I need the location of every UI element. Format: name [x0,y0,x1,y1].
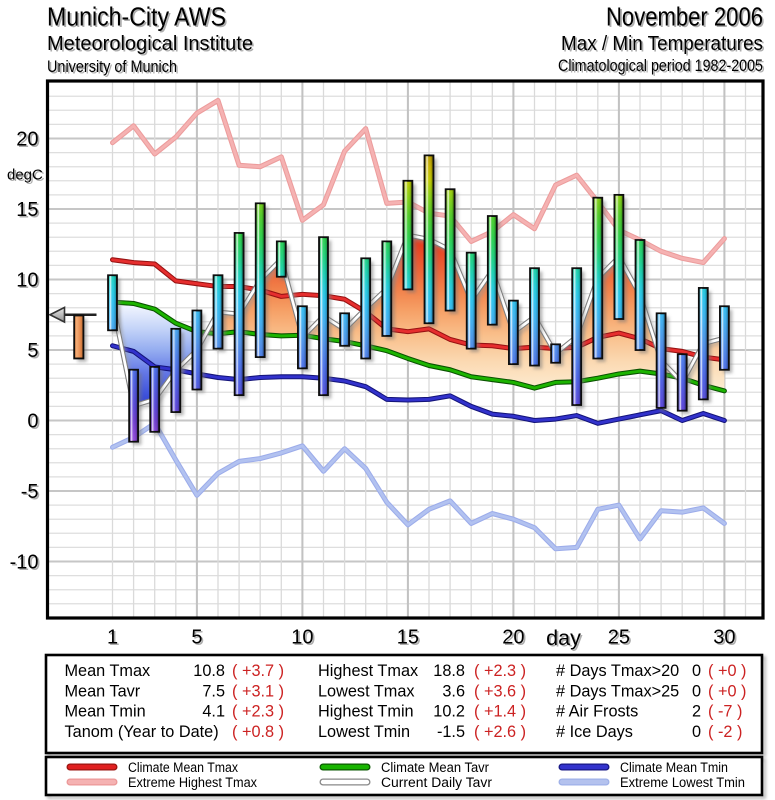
svg-text:( +2.3 ): ( +2.3 ) [474,662,526,680]
svg-text:-5: -5 [21,481,39,503]
svg-text:-10: -10 [10,552,39,574]
svg-text:# Ice Days: # Ice Days [556,723,633,741]
svg-text:3.6: 3.6 [442,682,465,700]
svg-text:Climate Mean Tavr: Climate Mean Tavr [381,760,489,775]
svg-text:Mean Tavr: Mean Tavr [65,682,141,700]
svg-text:10: 10 [18,271,40,293]
svg-text:November 2006: November 2006 [608,5,765,33]
svg-text:# Air Frosts: # Air Frosts [556,703,638,721]
svg-text:Lowest Tmin: Lowest Tmin [318,723,410,741]
svg-text:Highest Tmax: Highest Tmax [318,662,418,680]
svg-text:15: 15 [18,201,40,223]
svg-text:10: 10 [293,628,315,650]
svg-text:-5: -5 [22,483,40,505]
svg-text:Munich-City AWS: Munich-City AWS [47,4,226,32]
svg-text:November 2006: November 2006 [606,4,763,32]
svg-text:# Days Tmax>25: # Days Tmax>25 [556,682,679,700]
svg-text:Meteorological Institute: Meteorological Institute [49,34,255,57]
svg-text:Munich-City AWS: Munich-City AWS [49,5,228,33]
svg-text:0: 0 [29,412,40,434]
svg-text:degC: degC [9,168,45,185]
svg-text:2: 2 [692,703,701,721]
svg-text:25: 25 [609,628,631,650]
svg-text:25: 25 [608,627,630,649]
svg-text:Highest Tmin: Highest Tmin [318,703,414,721]
svg-text:5: 5 [191,627,202,649]
svg-text:Climate Mean Tmax: Climate Mean Tmax [128,760,238,775]
svg-text:Max / Min Temperatures: Max / Min Temperatures [563,34,765,57]
svg-text:day: day [546,626,581,650]
svg-text:0: 0 [692,723,701,741]
svg-text:Climatological period 1982-200: Climatological period 1982-2005 [558,57,763,75]
svg-text:Extreme Lowest Tmin: Extreme Lowest Tmin [620,775,745,790]
svg-text:7.5: 7.5 [202,682,225,700]
svg-text:10: 10 [291,627,313,649]
svg-text:10.2: 10.2 [433,703,465,721]
svg-text:15: 15 [397,627,419,649]
svg-text:0: 0 [692,662,701,680]
svg-text:Meteorological Institute: Meteorological Institute [47,32,253,55]
svg-text:day: day [548,628,583,652]
svg-text:30: 30 [713,627,735,649]
svg-text:0: 0 [27,411,38,433]
svg-text:( +3.7 ): ( +3.7 ) [232,662,284,680]
svg-text:University of Munich: University of Munich [49,60,179,78]
svg-text:10.8: 10.8 [193,662,225,680]
svg-text:( +1.4 ): ( +1.4 ) [474,703,526,721]
svg-text:( +0.8 ): ( +0.8 ) [232,723,284,741]
svg-text:University of Munich: University of Munich [47,58,177,76]
svg-text:15: 15 [16,199,38,221]
svg-text:10: 10 [16,270,38,292]
svg-text:Max / Min Temperatures: Max / Min Temperatures [561,32,763,55]
svg-text:-1.5: -1.5 [437,723,465,741]
svg-text:5: 5 [193,628,204,650]
svg-text:( +2.3 ): ( +2.3 ) [232,703,284,721]
svg-text:( +2.6 ): ( +2.6 ) [474,723,526,741]
svg-text:( +0 ): ( +0 ) [708,662,746,680]
svg-text:degC: degC [7,166,43,183]
svg-text:Climatological period 1982-200: Climatological period 1982-2005 [560,59,765,77]
svg-text:15: 15 [398,628,420,650]
svg-text:18.8: 18.8 [433,662,465,680]
svg-text:-10: -10 [11,553,40,575]
svg-text:Tanom (Year to Date): Tanom (Year to Date) [65,723,219,741]
svg-text:( -7 ): ( -7 ) [708,703,742,721]
svg-text:20: 20 [16,129,38,151]
svg-text:30: 30 [715,628,737,650]
svg-text:Mean Tmin: Mean Tmin [65,703,146,721]
svg-text:5: 5 [27,340,38,362]
svg-text:( +3.6 ): ( +3.6 ) [474,682,526,700]
svg-text:20: 20 [18,130,40,152]
svg-text:( -2 ): ( -2 ) [708,723,742,741]
svg-text:# Days Tmax>20: # Days Tmax>20 [556,662,679,680]
svg-text:Extreme Highest Tmax: Extreme Highest Tmax [128,775,257,790]
svg-text:4.1: 4.1 [202,703,225,721]
svg-text:Mean Tmax: Mean Tmax [65,662,151,680]
svg-text:( +3.1 ): ( +3.1 ) [232,682,284,700]
svg-text:( +0 ): ( +0 ) [708,682,746,700]
svg-text:Climate Mean Tmin: Climate Mean Tmin [620,760,728,775]
svg-text:20: 20 [504,628,526,650]
svg-text:Current Daily Tavr: Current Daily Tavr [381,775,493,790]
svg-text:20: 20 [502,627,524,649]
svg-text:1: 1 [107,627,118,649]
svg-text:Lowest Tmax: Lowest Tmax [318,682,415,700]
svg-text:5: 5 [29,342,40,364]
svg-text:1: 1 [109,628,120,650]
svg-text:0: 0 [692,682,701,700]
